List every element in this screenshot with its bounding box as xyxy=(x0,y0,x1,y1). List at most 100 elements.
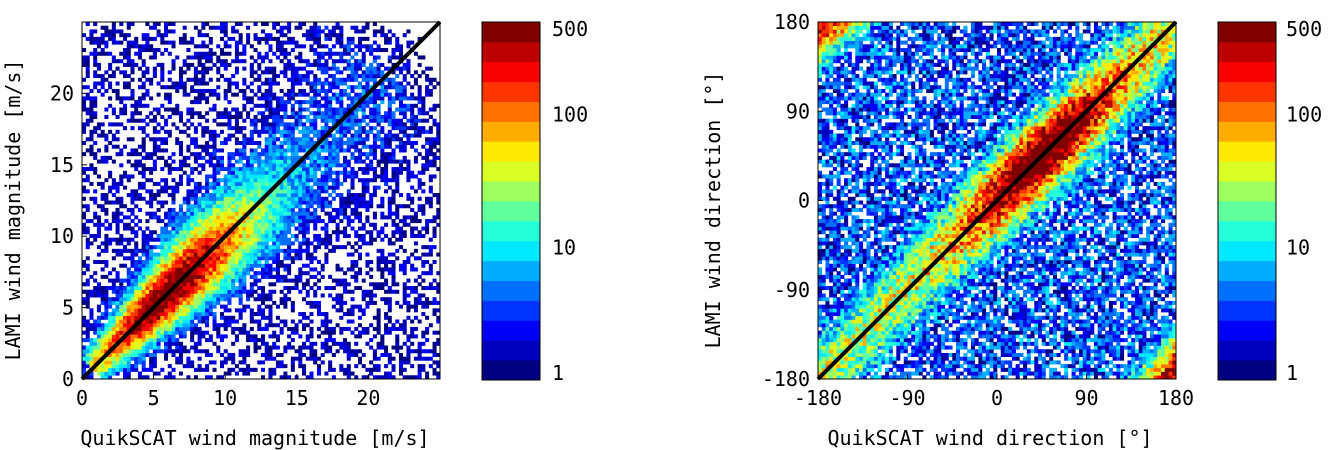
heatmap-cell xyxy=(193,345,198,350)
heatmap-cell xyxy=(380,286,385,291)
heatmap-cell xyxy=(167,167,172,172)
heatmap-cell xyxy=(152,338,157,343)
heatmap-cell xyxy=(290,163,295,168)
heatmap-cell xyxy=(346,267,351,272)
heatmap-cell xyxy=(208,88,213,93)
heatmap-cell xyxy=(354,211,359,216)
heatmap-cell xyxy=(346,349,351,354)
heatmap-cell xyxy=(85,282,90,287)
heatmap-cell xyxy=(190,326,195,331)
heatmap-cell xyxy=(331,66,336,71)
heatmap-cell xyxy=(234,114,239,119)
heatmap-cell xyxy=(160,330,165,335)
heatmap-cell xyxy=(104,312,109,317)
heatmap-cell xyxy=(365,103,370,108)
heatmap-cell xyxy=(246,345,251,350)
heatmap-cell xyxy=(395,207,400,212)
heatmap-cell xyxy=(313,62,318,67)
heatmap-cell xyxy=(324,174,329,179)
heatmap-cell xyxy=(152,349,157,354)
heatmap-cell xyxy=(227,367,232,372)
heatmap-cell xyxy=(193,233,198,238)
heatmap-cell xyxy=(93,100,98,105)
heatmap-cell xyxy=(253,196,258,201)
heatmap-cell xyxy=(85,237,90,242)
heatmap-cell xyxy=(111,341,116,346)
heatmap-cell xyxy=(305,29,310,34)
heatmap-cell xyxy=(216,85,221,90)
heatmap-cell xyxy=(178,211,183,216)
heatmap-cell xyxy=(290,200,295,205)
heatmap-cell xyxy=(339,44,344,49)
heatmap-cell xyxy=(141,74,146,79)
heatmap-cell xyxy=(130,174,135,179)
heatmap-cell xyxy=(365,170,370,175)
heatmap-cell xyxy=(212,155,217,160)
heatmap-cell xyxy=(365,230,370,235)
heatmap-cell xyxy=(384,152,389,157)
heatmap-cell xyxy=(309,215,314,220)
heatmap-cell xyxy=(82,126,87,131)
heatmap-cell xyxy=(365,85,370,90)
heatmap-cell xyxy=(231,230,236,235)
heatmap-cell xyxy=(268,129,273,134)
heatmap-cell xyxy=(216,248,221,253)
heatmap-cell xyxy=(305,293,310,298)
heatmap-cell xyxy=(253,70,258,75)
heatmap-cell xyxy=(104,300,109,305)
heatmap-cell xyxy=(268,267,273,272)
heatmap-cell xyxy=(242,155,247,160)
heatmap-cell xyxy=(219,196,225,201)
heatmap-cell xyxy=(234,338,239,343)
heatmap-cell xyxy=(290,308,295,313)
heatmap-cell xyxy=(167,341,172,346)
heatmap-cell xyxy=(234,181,239,186)
heatmap-cell xyxy=(160,338,165,343)
heatmap-cell xyxy=(208,152,213,157)
heatmap-cell xyxy=(343,271,348,276)
heatmap-cell xyxy=(156,341,161,346)
heatmap-cell xyxy=(313,36,318,41)
heatmap-cell xyxy=(219,312,225,317)
heatmap-cell xyxy=(134,248,139,253)
heatmap-cell xyxy=(119,308,124,313)
heatmap-cell xyxy=(100,289,105,294)
heatmap-cell xyxy=(242,44,247,49)
heatmap-cell xyxy=(354,349,359,354)
heatmap-cell xyxy=(268,345,273,350)
heatmap-cell xyxy=(160,219,165,224)
heatmap-cell xyxy=(283,196,288,201)
heatmap-cell xyxy=(346,371,351,376)
heatmap-cell xyxy=(298,352,303,357)
heatmap-cell xyxy=(354,70,359,75)
heatmap-cell xyxy=(141,59,146,64)
heatmap-cell xyxy=(261,222,266,227)
heatmap-cell xyxy=(320,155,325,160)
heatmap-cell xyxy=(272,289,277,294)
heatmap-cell xyxy=(309,129,314,134)
heatmap-cell xyxy=(82,96,87,101)
heatmap-cell xyxy=(305,338,310,343)
heatmap-cell xyxy=(339,200,344,205)
heatmap-cell xyxy=(104,286,109,291)
heatmap-cell xyxy=(212,178,217,183)
heatmap-cell xyxy=(361,226,366,231)
heatmap-cell xyxy=(384,66,389,71)
heatmap-cell xyxy=(152,181,157,186)
heatmap-cell xyxy=(231,152,236,157)
heatmap-cell xyxy=(384,88,389,93)
heatmap-cell xyxy=(126,226,131,231)
heatmap-cell xyxy=(164,341,169,346)
heatmap-cell xyxy=(216,77,221,82)
heatmap-cell xyxy=(171,226,176,231)
heatmap-cell xyxy=(85,22,90,27)
heatmap-cell xyxy=(152,297,157,302)
heatmap-cell xyxy=(395,144,400,149)
heatmap-cell xyxy=(350,100,355,105)
heatmap-cell xyxy=(216,181,221,186)
heatmap-cell xyxy=(376,367,381,372)
heatmap-cell xyxy=(380,29,385,34)
heatmap-cell xyxy=(365,241,370,246)
heatmap-cell xyxy=(219,163,225,168)
